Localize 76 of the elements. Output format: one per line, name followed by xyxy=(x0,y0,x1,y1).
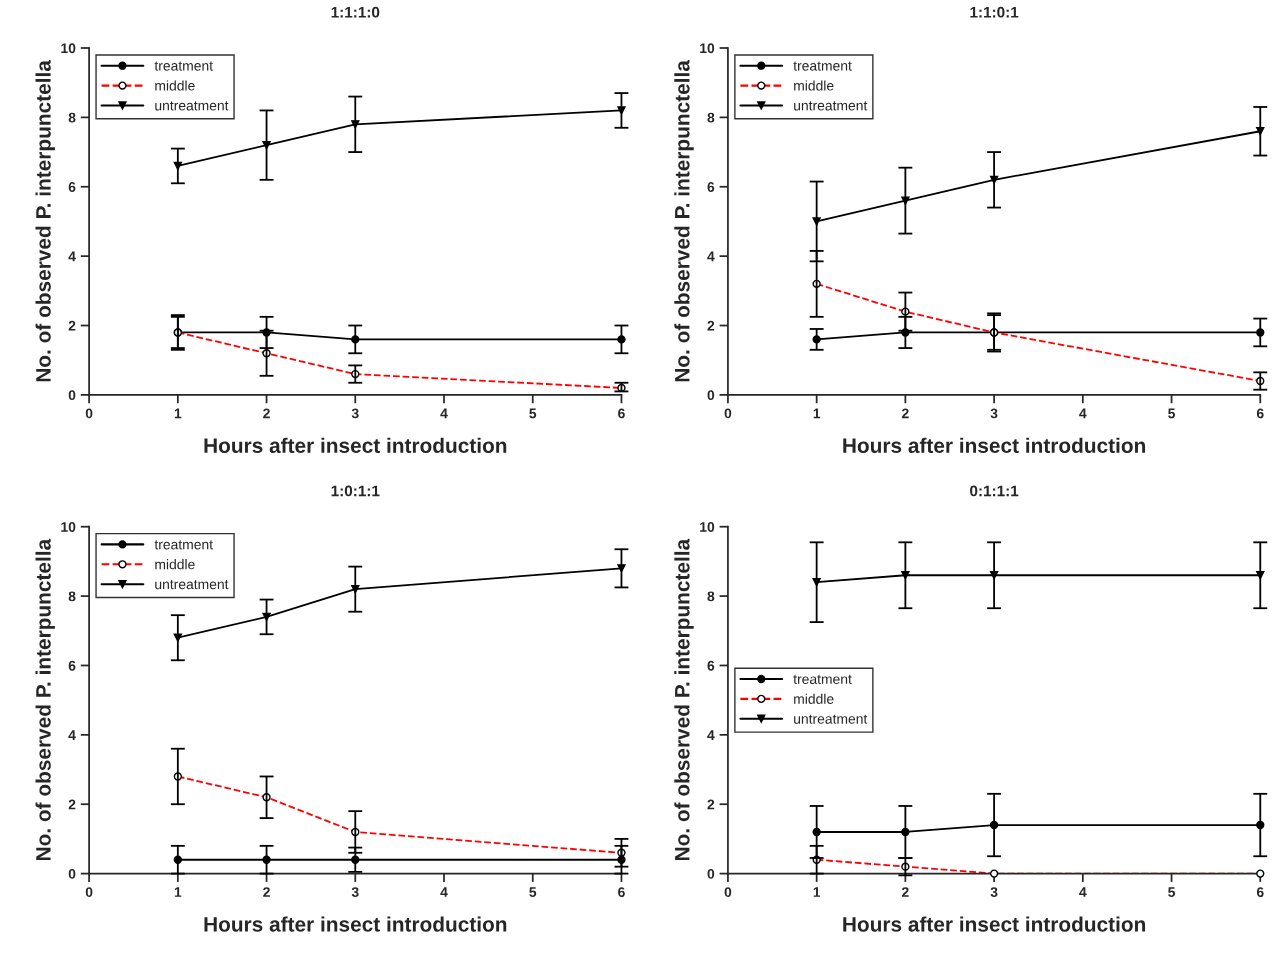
x-tick-label: 3 xyxy=(351,408,359,419)
x-tick-label: 2 xyxy=(901,887,909,897)
y-tick-label: 4 xyxy=(68,730,76,740)
x-tick-label: 4 xyxy=(440,408,448,419)
legend-label: middle xyxy=(794,693,834,704)
x-tick-label: 0 xyxy=(85,887,93,897)
y-tick-label: 2 xyxy=(707,320,715,331)
y-axis-title: No. of observed P. interpunctella xyxy=(674,538,694,861)
legend-label: untreatment xyxy=(794,101,868,111)
x-tick-label: 0 xyxy=(724,887,732,897)
x-tick-label: 6 xyxy=(1256,408,1264,419)
x-axis-title: Hours after insect introduction xyxy=(843,437,1146,453)
y-axis-title: No. of observed P. interpunctella xyxy=(35,538,55,861)
y-tick-label: 0 xyxy=(68,868,76,879)
y-tick-label: 2 xyxy=(707,799,715,810)
x-axis-title: Hours after insect introduction xyxy=(843,916,1146,932)
y-axis-title: No. of observed P. interpunctella xyxy=(674,60,694,382)
legend-label: treatment xyxy=(154,61,213,71)
x-tick-label: 5 xyxy=(529,887,537,897)
x-tick-label: 3 xyxy=(990,408,998,419)
y-tick-label: 10 xyxy=(61,43,76,54)
x-axis-title: Hours after insect introduction xyxy=(204,916,507,932)
y-tick-label: 2 xyxy=(68,320,76,331)
x-tick-label: 3 xyxy=(990,887,998,898)
x-tick-label: 1 xyxy=(174,887,182,897)
x-tick-label: 1 xyxy=(813,408,821,419)
x-tick-label: 5 xyxy=(1168,408,1176,419)
y-tick-label: 4 xyxy=(707,251,715,262)
chart-title: 1:0:1:1 xyxy=(331,485,380,497)
x-tick-label: 3 xyxy=(351,887,359,898)
x-tick-label: 6 xyxy=(618,408,625,419)
y-tick-label: 10 xyxy=(61,522,76,532)
x-axis-title: Hours after insect introduction xyxy=(204,437,507,453)
legend-label: middle xyxy=(155,559,195,570)
y-tick-label: 0 xyxy=(68,390,76,401)
x-tick-label: 1 xyxy=(174,408,182,419)
y-tick-label: 8 xyxy=(68,112,76,123)
x-tick-label: 6 xyxy=(618,887,625,897)
x-tick-label: 5 xyxy=(1168,887,1176,897)
y-tick-label: 6 xyxy=(68,660,76,671)
y-axis-title: No. of observed P. interpunctella xyxy=(35,60,55,382)
legend-label: treatment xyxy=(793,674,852,684)
x-tick-label: 0 xyxy=(724,408,732,419)
y-tick-label: 6 xyxy=(707,660,715,671)
y-tick-label: 8 xyxy=(68,591,76,602)
x-tick-label: 5 xyxy=(529,408,537,419)
x-tick-label: 4 xyxy=(1079,887,1087,897)
y-tick-label: 0 xyxy=(707,390,715,401)
legend-label: treatment xyxy=(793,61,852,71)
y-tick-label: 10 xyxy=(700,522,715,532)
x-tick-label: 4 xyxy=(1079,408,1087,419)
y-tick-label: 0 xyxy=(707,868,715,879)
y-tick-label: 8 xyxy=(707,112,715,123)
x-tick-label: 6 xyxy=(1256,887,1264,897)
y-tick-label: 6 xyxy=(707,182,715,192)
x-tick-label: 2 xyxy=(901,408,909,419)
legend-label: untreatment xyxy=(155,580,229,590)
x-tick-label: 0 xyxy=(85,408,93,419)
legend-label: middle xyxy=(794,80,834,91)
legend-label: treatment xyxy=(154,540,213,550)
chart-title: 1:1:0:1 xyxy=(970,6,1019,18)
x-tick-label: 1 xyxy=(813,887,821,897)
y-tick-label: 6 xyxy=(68,182,76,192)
chart-title: 0:1:1:1 xyxy=(970,485,1019,497)
legend-label: middle xyxy=(155,80,195,91)
x-tick-label: 2 xyxy=(263,408,270,419)
x-tick-label: 4 xyxy=(440,887,448,897)
y-tick-label: 8 xyxy=(707,591,715,602)
chart-title: 1:1:1:0 xyxy=(331,6,380,18)
y-tick-label: 10 xyxy=(700,43,715,54)
y-tick-label: 2 xyxy=(68,799,76,810)
legend-label: untreatment xyxy=(155,101,229,111)
legend-label: untreatment xyxy=(794,714,868,724)
y-tick-label: 4 xyxy=(707,730,715,740)
x-tick-label: 2 xyxy=(263,887,270,897)
y-tick-label: 4 xyxy=(68,251,76,262)
